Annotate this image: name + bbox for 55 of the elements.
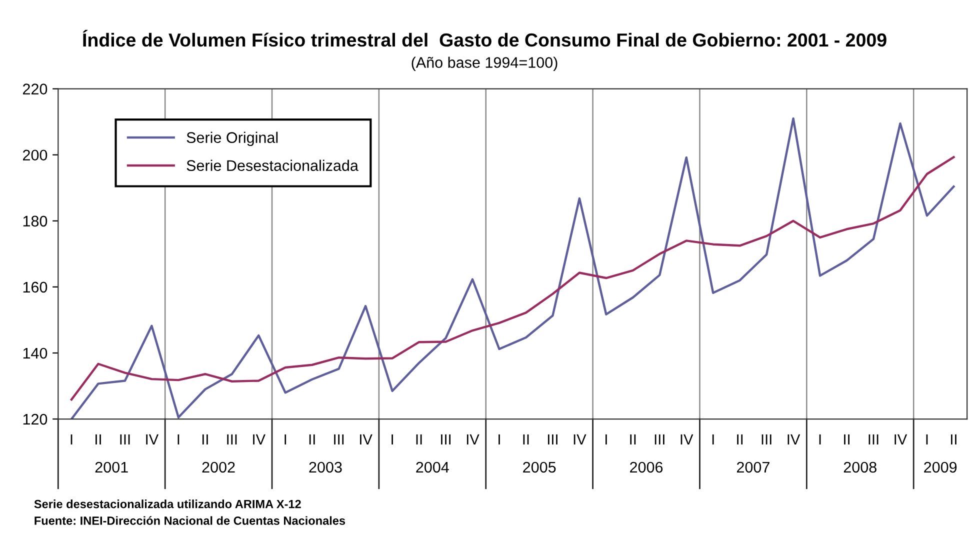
text: 2009 [924,462,957,473]
x-tick-label: II [844,434,850,444]
x-tick-label: III [334,434,344,444]
x-tick-label: I [392,434,393,444]
x-tick-label: I [498,434,500,444]
text: Serie desestacionalizada utilizando ARIMA X-12 [34,500,301,508]
x-tick-label: I [712,434,714,444]
x-tick-label: II [523,434,529,444]
x-tick-label: I [605,434,607,444]
text: 2002 [202,462,235,473]
x-tick-label: IV [574,434,586,444]
x-tick-label: II [737,434,743,444]
x-tick-label: II [309,434,315,444]
x-tick-label: III [868,434,878,444]
x-tick-label: II [630,434,636,444]
text: 2006 [630,462,663,473]
x-tick-label: II [950,434,956,444]
text: 2003 [309,462,342,473]
x-tick-label: IV [466,434,480,444]
x-tick-label: IV [894,434,908,444]
text: 2001 [95,462,128,473]
x-tick-label: III [227,434,237,444]
y-tick-label: 200 [23,150,48,161]
legend-label: Serie Original [186,132,278,146]
x-tick-label: I [70,434,72,444]
y-tick-label: 220 [23,84,48,94]
text: 2005 [523,462,556,473]
x-tick-label: II [202,434,208,444]
x-tick-label: I [284,434,286,444]
y-tick-label: 160 [23,282,48,293]
legend-label: Serie Desestacionalizada [186,160,358,171]
x-tick-label: III [120,434,130,444]
x-tick-label: I [178,434,180,444]
x-tick-label: I [819,434,821,444]
y-tick-label: 140 [23,348,48,359]
x-tick-label: IV [360,434,372,444]
x-tick-label: I [926,434,928,444]
x-tick-label: III [654,434,664,444]
x-tick-label: III [441,434,450,444]
x-tick-label: III [762,434,772,444]
source-note: Fuente: INEI-Dirección Nacional de Cuentas Nacionales [34,516,346,525]
x-tick-label: IV [253,434,266,444]
text: 2004 [416,462,449,473]
x-tick-label: IV [680,434,694,444]
text: 2007 [736,462,770,473]
x-tick-label: IV [788,434,800,444]
chart-subtitle: (Año base 1994=100) [412,56,558,71]
text: 2008 [844,462,876,473]
x-tick-label: IV [146,434,159,444]
chart-title: Índice de Volumen Físico trimestral del Gasto de Consumo Final de Gobierno: 2001 - 2009 [82,30,886,47]
x-tick-label: III [548,434,558,444]
y-tick-label: 120 [23,414,48,425]
x-tick-label: II [416,434,422,444]
x-tick-label: II [96,434,101,444]
y-tick-label: 180 [23,216,48,227]
